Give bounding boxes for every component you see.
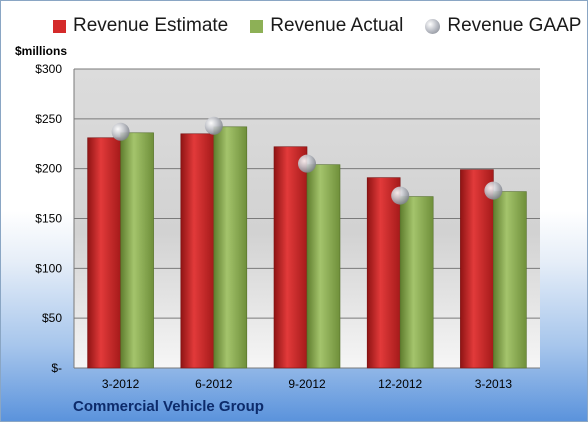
legend-swatch-estimate bbox=[53, 19, 66, 33]
legend-swatch-gaap bbox=[425, 18, 441, 34]
chart-legend: Revenue Estimate Revenue Actual Revenue … bbox=[53, 15, 581, 37]
y-tick-label: $250 bbox=[35, 112, 62, 126]
legend-label-gaap: Revenue GAAP bbox=[447, 15, 582, 36]
y-axis-title: $millions bbox=[15, 44, 68, 58]
bar-revenue-actual bbox=[493, 191, 527, 369]
bar-revenue-estimate bbox=[460, 169, 494, 369]
bar-revenue-estimate bbox=[366, 177, 401, 369]
x-tick-label: 12-2012 bbox=[378, 377, 422, 391]
x-tick-label: 3-2013 bbox=[475, 377, 513, 391]
company-name: Commercial Vehicle Group bbox=[73, 398, 264, 415]
legend-item-gaap: Revenue GAAP bbox=[425, 15, 581, 37]
legend-item-actual: Revenue Actual bbox=[250, 15, 403, 37]
y-tick-label: $- bbox=[51, 361, 62, 375]
y-tick-label: $300 bbox=[35, 62, 62, 76]
x-tick-label: 9-2012 bbox=[288, 377, 326, 391]
x-tick-label: 3-2012 bbox=[102, 377, 140, 391]
x-tick-label: 6-2012 bbox=[195, 377, 233, 391]
y-tick-label: $150 bbox=[35, 212, 62, 226]
bar-revenue-actual bbox=[213, 126, 248, 369]
marker-revenue-gaap bbox=[391, 186, 410, 205]
bar-revenue-actual bbox=[120, 132, 154, 369]
bar-revenue-actual bbox=[306, 164, 341, 369]
bar-revenue-estimate bbox=[273, 146, 308, 369]
y-tick-label: $50 bbox=[42, 311, 62, 325]
legend-label-actual: Revenue Actual bbox=[270, 15, 404, 36]
legend-label-estimate: Revenue Estimate bbox=[73, 15, 229, 36]
y-tick-label: $100 bbox=[35, 261, 62, 275]
legend-item-estimate: Revenue Estimate bbox=[53, 15, 228, 37]
legend-swatch-actual bbox=[250, 19, 264, 33]
y-tick-label: $200 bbox=[35, 162, 62, 176]
marker-revenue-gaap bbox=[298, 154, 316, 173]
bar-revenue-actual bbox=[399, 196, 434, 369]
bar-revenue-estimate bbox=[87, 137, 121, 369]
marker-revenue-gaap bbox=[484, 181, 503, 200]
marker-revenue-gaap bbox=[204, 116, 223, 135]
marker-revenue-gaap bbox=[111, 122, 130, 141]
bar-revenue-estimate bbox=[180, 133, 215, 369]
